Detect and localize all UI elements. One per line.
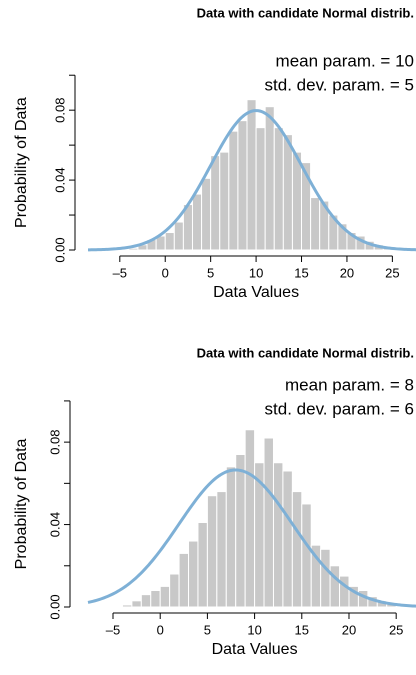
y-axis-label: Probability of Data <box>13 438 30 569</box>
bar <box>210 155 221 251</box>
x-tick-label: 5 <box>204 622 211 637</box>
x-tick-label: 20 <box>342 622 356 637</box>
normal-curve <box>87 109 416 252</box>
bar <box>121 604 133 608</box>
bar <box>263 437 274 608</box>
bar <box>206 495 218 608</box>
bar <box>131 600 142 608</box>
bar <box>159 585 171 608</box>
bar <box>178 552 190 608</box>
bar <box>273 127 284 251</box>
x-tick-label: –5 <box>113 265 127 280</box>
bar <box>228 130 239 251</box>
x-tick-label: 15 <box>294 265 308 280</box>
bar <box>291 151 303 251</box>
bar <box>310 197 321 251</box>
x-tick-label: 0 <box>157 622 164 637</box>
y-tick-label: 0.08 <box>52 98 67 123</box>
x-axis-label: Data Values <box>213 284 299 301</box>
y-tick-label: 0.04 <box>52 167 67 192</box>
bar <box>272 462 284 608</box>
bar <box>164 232 175 251</box>
bar <box>201 177 212 251</box>
bar <box>237 120 248 251</box>
x-tick-label: 20 <box>340 265 354 280</box>
bar <box>255 127 266 251</box>
annotation: std. dev. param. = 5 <box>265 75 414 94</box>
x-tick-label: 0 <box>162 265 169 280</box>
bar <box>244 429 256 608</box>
bar <box>225 466 237 608</box>
bar <box>197 522 208 608</box>
normal-curve <box>87 468 416 608</box>
bar <box>219 151 230 251</box>
y-axis-label: Probability of Data <box>13 97 30 228</box>
bar <box>150 590 161 608</box>
y-tick-label: 0.04 <box>47 512 62 537</box>
bar <box>246 99 257 251</box>
bar <box>329 565 341 608</box>
x-axis-label: Data Values <box>212 641 298 658</box>
bar <box>320 548 331 608</box>
bar <box>264 106 275 251</box>
x-tick-label: 25 <box>389 622 403 637</box>
x-tick-label: 5 <box>207 265 214 280</box>
bar <box>140 594 152 608</box>
bar <box>128 247 139 251</box>
chart-title: Data with candidate Normal distrib. <box>197 345 414 360</box>
bar <box>191 193 203 251</box>
bar <box>216 491 227 608</box>
bar <box>291 491 303 608</box>
x-tick-label: 10 <box>249 265 263 280</box>
x-tick-label: 10 <box>247 622 261 637</box>
y-tick-label: 0.00 <box>52 237 67 262</box>
bar <box>169 573 180 608</box>
x-tick-label: 25 <box>385 265 399 280</box>
x-tick-label: 15 <box>295 622 309 637</box>
y-tick-label: 0.00 <box>47 594 62 619</box>
y-tick-label: 0.08 <box>47 429 62 454</box>
bar <box>282 134 293 251</box>
bar <box>301 503 312 608</box>
chart-title: Data with candidate Normal distrib. <box>197 5 414 20</box>
bar <box>173 221 184 251</box>
bar <box>282 470 293 608</box>
x-tick-label: –5 <box>106 622 120 637</box>
annotation: mean param. = 10 <box>276 51 414 70</box>
annotation: std. dev. param. = 6 <box>265 399 414 418</box>
annotation: mean param. = 8 <box>285 375 414 394</box>
bar <box>188 540 199 608</box>
bar <box>235 453 246 608</box>
